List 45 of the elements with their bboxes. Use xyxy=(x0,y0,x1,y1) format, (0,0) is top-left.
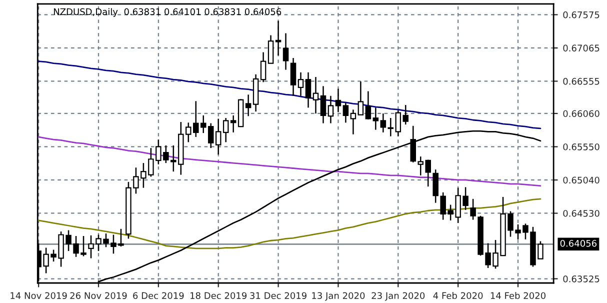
y-tick-label: 0.66555 xyxy=(563,78,600,85)
candlestick xyxy=(358,80,364,116)
x-tick-label: 23 Jan 2020 xyxy=(372,292,425,301)
x-tick-label: 13 Jan 2020 xyxy=(312,292,365,301)
y-tick-label: 0.67575 xyxy=(563,11,600,18)
x-tick-label: 14 Feb 2020 xyxy=(490,292,546,300)
candlestick xyxy=(335,88,342,113)
candlestick xyxy=(222,117,229,143)
candlestick xyxy=(342,102,349,124)
candlestick xyxy=(328,95,334,124)
y-tick-label: 0.66060 xyxy=(563,110,600,118)
x-tick-label: 6 Dec 2019 xyxy=(133,292,184,300)
chart-title: NZDUSD,Daily 0.63831 0.64101 0.63831 0.64056 xyxy=(54,8,282,17)
y-tick-label: 0.67065 xyxy=(563,44,600,52)
candlestick xyxy=(260,52,266,83)
candlestick xyxy=(215,118,222,156)
candlestick xyxy=(388,117,394,137)
y-tick-label: 0.63525 xyxy=(563,275,600,282)
candlestick xyxy=(305,72,312,108)
candlestick xyxy=(380,112,386,134)
candlestick xyxy=(282,32,289,70)
x-tick-label: 18 Dec 2019 xyxy=(190,292,247,300)
candlestick xyxy=(268,34,274,64)
candlestick xyxy=(372,106,379,130)
candlestick xyxy=(245,94,252,117)
candlestick xyxy=(312,76,319,114)
y-tick-label: 0.65040 xyxy=(563,176,600,184)
x-tick-label: 31 Dec 2019 xyxy=(250,292,306,300)
candlestick xyxy=(230,114,236,134)
candlestick xyxy=(298,72,304,96)
x-tick-label: 4 Feb 2020 xyxy=(433,292,483,300)
candlestick xyxy=(320,85,326,124)
x-tick-label: 26 Nov 2019 xyxy=(70,292,127,300)
ref-line-label: 0.64056 xyxy=(560,240,597,247)
candlestick xyxy=(402,104,409,126)
candlestick xyxy=(470,198,476,220)
line-series xyxy=(38,60,542,130)
candlestick xyxy=(365,90,372,120)
candlestick xyxy=(275,20,282,56)
x-tick-label: 14 Nov 2019 xyxy=(10,292,67,300)
y-tick-label: 0.65550 xyxy=(563,143,600,150)
candlestick xyxy=(350,108,356,135)
y-tick-label: 0.64530 xyxy=(563,210,600,217)
candlestick xyxy=(290,57,296,96)
candlestick xyxy=(395,110,402,137)
